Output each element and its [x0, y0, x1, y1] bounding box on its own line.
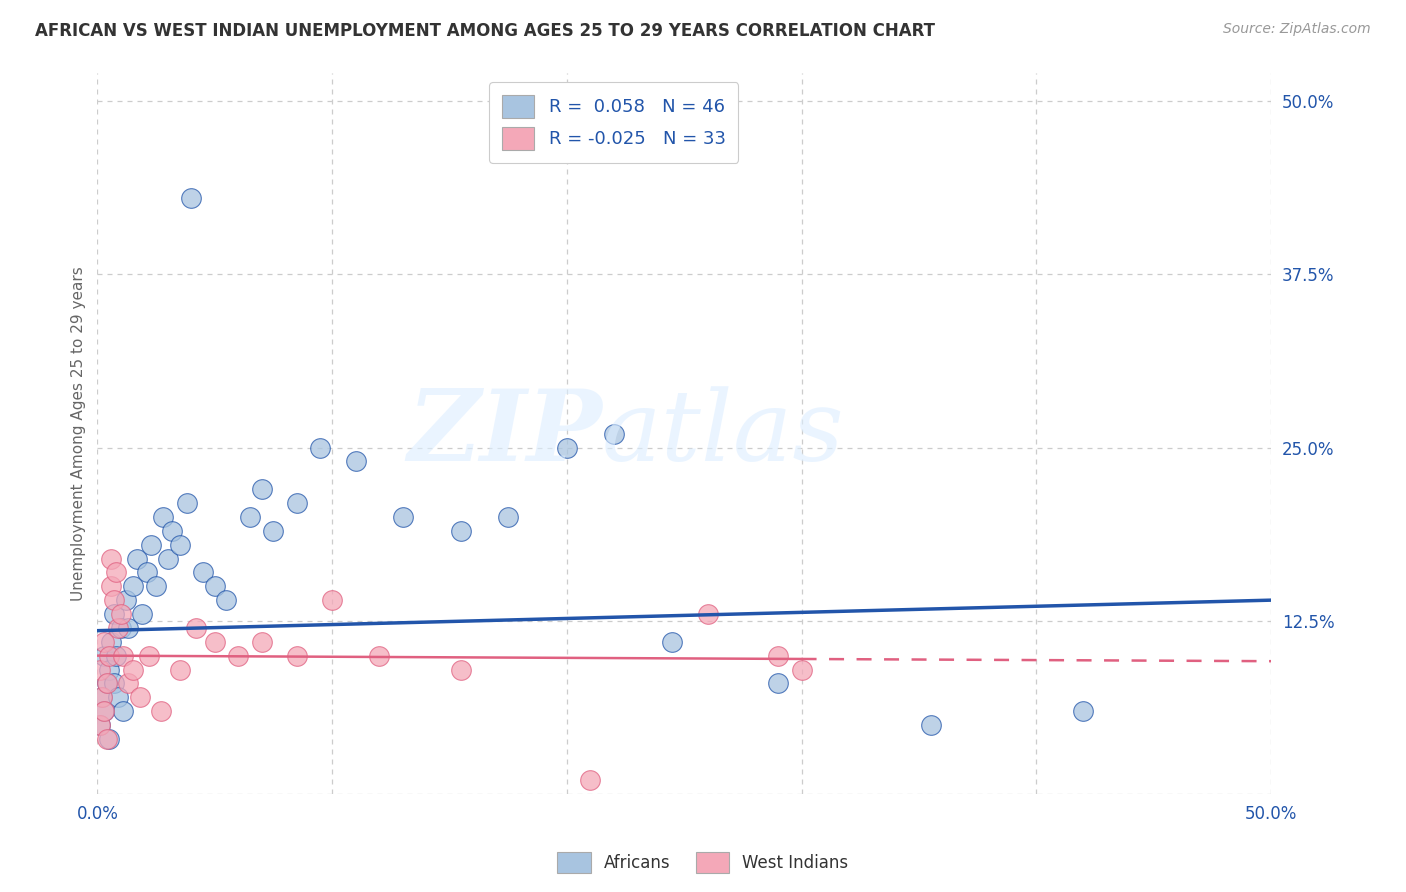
Point — [169, 538, 191, 552]
Point — [790, 663, 813, 677]
Point — [555, 441, 578, 455]
Point — [920, 718, 942, 732]
Point — [98, 731, 121, 746]
Point — [128, 690, 150, 705]
Point — [191, 566, 214, 580]
Point — [169, 663, 191, 677]
Text: AFRICAN VS WEST INDIAN UNEMPLOYMENT AMONG AGES 25 TO 29 YEARS CORRELATION CHART: AFRICAN VS WEST INDIAN UNEMPLOYMENT AMON… — [35, 22, 935, 40]
Point — [96, 676, 118, 690]
Legend: Africans, West Indians: Africans, West Indians — [551, 846, 855, 880]
Point — [107, 690, 129, 705]
Point — [110, 607, 132, 621]
Point — [91, 690, 114, 705]
Point — [89, 718, 111, 732]
Point — [112, 704, 135, 718]
Point — [103, 593, 125, 607]
Point — [184, 621, 207, 635]
Point — [250, 634, 273, 648]
Point — [100, 551, 122, 566]
Point — [110, 621, 132, 635]
Point — [131, 607, 153, 621]
Point — [89, 718, 111, 732]
Point — [96, 676, 118, 690]
Point — [127, 551, 149, 566]
Point — [105, 566, 128, 580]
Point — [145, 579, 167, 593]
Point — [696, 607, 718, 621]
Point — [226, 648, 249, 663]
Point — [156, 551, 179, 566]
Point — [661, 634, 683, 648]
Point — [496, 509, 519, 524]
Point — [114, 593, 136, 607]
Point — [152, 509, 174, 524]
Point — [162, 524, 184, 538]
Point — [176, 496, 198, 510]
Point — [141, 538, 163, 552]
Point — [107, 621, 129, 635]
Point — [100, 634, 122, 648]
Point — [180, 191, 202, 205]
Point — [204, 579, 226, 593]
Text: Source: ZipAtlas.com: Source: ZipAtlas.com — [1223, 22, 1371, 37]
Point — [93, 634, 115, 648]
Point — [603, 426, 626, 441]
Point — [285, 648, 308, 663]
Point — [239, 509, 262, 524]
Point — [96, 731, 118, 746]
Point — [112, 648, 135, 663]
Point — [579, 773, 602, 788]
Point — [450, 524, 472, 538]
Point — [368, 648, 391, 663]
Point — [103, 607, 125, 621]
Point — [105, 648, 128, 663]
Point — [135, 566, 157, 580]
Point — [138, 648, 160, 663]
Point — [450, 663, 472, 677]
Point — [103, 676, 125, 690]
Point — [321, 593, 343, 607]
Point — [1071, 704, 1094, 718]
Point — [250, 482, 273, 496]
Text: ZIP: ZIP — [406, 385, 602, 482]
Point — [766, 676, 789, 690]
Point — [117, 621, 139, 635]
Point — [285, 496, 308, 510]
Point — [215, 593, 238, 607]
Point — [98, 663, 121, 677]
Point — [121, 579, 143, 593]
Point — [93, 704, 115, 718]
Point — [98, 648, 121, 663]
Point — [262, 524, 284, 538]
Point — [89, 663, 111, 677]
Point — [149, 704, 172, 718]
Point — [121, 663, 143, 677]
Point — [117, 676, 139, 690]
Legend: R =  0.058   N = 46, R = -0.025   N = 33: R = 0.058 N = 46, R = -0.025 N = 33 — [489, 82, 738, 162]
Point — [93, 648, 115, 663]
Y-axis label: Unemployment Among Ages 25 to 29 years: Unemployment Among Ages 25 to 29 years — [72, 267, 86, 601]
Point — [344, 454, 367, 468]
Point — [766, 648, 789, 663]
Point — [204, 634, 226, 648]
Point — [309, 441, 332, 455]
Point — [91, 690, 114, 705]
Point — [93, 704, 115, 718]
Point — [391, 509, 413, 524]
Point — [100, 579, 122, 593]
Text: atlas: atlas — [602, 386, 845, 482]
